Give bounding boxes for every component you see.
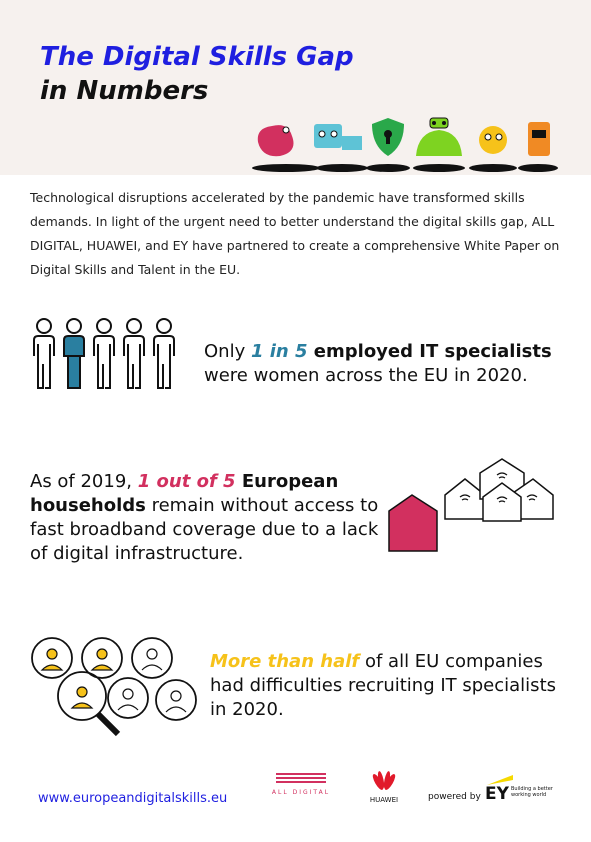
stat1-bold: employed IT specialists [307,341,552,362]
stat1-suffix: were women across the EU in 2020. [204,365,528,386]
teal-computer-mascot [314,124,342,148]
title-line-1: The Digital Skills Gap [40,42,354,72]
stat2-bold: European households [30,471,339,516]
green-bell-mascot [416,130,462,156]
houses-icon [388,458,554,552]
huawei-logo: HUAWEI [362,770,406,810]
huawei-text: HUAWEI [369,796,399,804]
stat-companies: More than half of all EU companies had d… [210,650,565,722]
mascot-illustrations [252,117,558,172]
stat2-prefix: As of 2019, [30,471,138,492]
yellow-face-mascot [479,126,507,154]
stat1-prefix: Only [204,341,251,362]
all-digital-logo: ALL DIGITAL [270,770,332,820]
stat1-highlight: 1 in 5 [250,341,308,362]
page-title: The Digital Skills Gap in Numbers [40,40,354,108]
website-link[interactable]: www.europeandigitalskills.eu [38,791,228,806]
intro-paragraph: Technological disruptions accelerated by… [30,190,560,277]
people-icon [33,318,175,389]
stat2-suffix: remain without access to fast broadband … [30,495,379,564]
stat-households: As of 2019, 1 out of 5 European househol… [30,470,380,566]
orange-robot-mascot [528,122,550,156]
pink-house-icon [388,494,438,552]
all-digital-logo-mark [276,773,326,783]
ey-logo: EY Building a better working world [485,772,560,812]
title-line-2: in Numbers [40,76,209,106]
huawei-flower-icon [372,771,396,790]
stat3-highlight: More than half [210,651,360,672]
powered-by-label: powered by [428,792,481,802]
stat3-rest: of all EU companies had difficulties rec… [210,651,556,720]
stat-women-it: Only 1 in 5 employed IT specialists were… [204,340,554,388]
all-digital-text: ALL DIGITAL [271,789,331,796]
stat2-highlight: 1 out of 5 [137,471,236,492]
ey-beam-icon [487,775,513,785]
ey-tagline: Building a better working world [511,786,553,798]
people-search-icon [31,637,197,737]
ey-text: EY [485,784,509,804]
